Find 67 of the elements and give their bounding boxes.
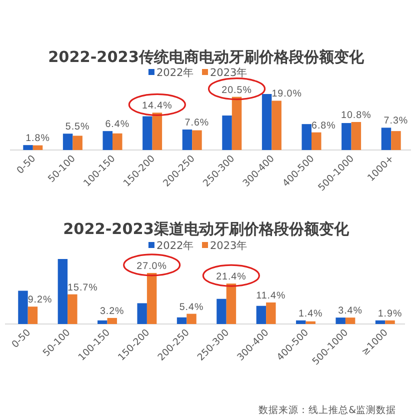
bar (112, 133, 122, 150)
bar (266, 302, 276, 324)
bar (216, 298, 226, 324)
data-label: 11.4% (256, 290, 286, 302)
bar (23, 145, 33, 150)
data-label: 1.9% (378, 308, 402, 320)
data-label: 10.8% (341, 110, 372, 121)
bar (342, 123, 352, 150)
bar (98, 320, 108, 324)
bar (192, 130, 202, 150)
legend-label: 2023年 (210, 240, 248, 252)
bar (351, 122, 362, 150)
data-label: 21.4% (216, 272, 246, 283)
bar (28, 306, 38, 324)
data-label: 3.4% (338, 306, 362, 317)
source-note: 数据来源：线上推总&监测数据 (258, 404, 396, 416)
bar (385, 320, 395, 324)
legend-label: 2022年 (156, 67, 194, 79)
bar (375, 320, 386, 324)
bar (72, 136, 82, 150)
data-label: 20.5% (222, 84, 252, 96)
bar (312, 132, 322, 150)
bar (226, 284, 236, 324)
bar (146, 272, 157, 324)
data-label: 5.5% (65, 122, 90, 133)
chart-title: 2022-2023渠道电动牙刷价格段份额变化 (63, 220, 350, 238)
data-label: 7.3% (384, 116, 408, 127)
bar (262, 94, 272, 150)
bar (32, 145, 43, 150)
bar (142, 116, 152, 150)
bar (306, 321, 316, 324)
bar (222, 116, 232, 150)
bar (68, 294, 78, 324)
bar (152, 112, 162, 150)
bar (102, 131, 112, 150)
bar (182, 130, 192, 150)
data-label: 9.2% (28, 294, 52, 306)
bar (391, 131, 401, 150)
bar (232, 96, 242, 150)
data-label: 1.4% (298, 308, 323, 320)
data-label: 6.8% (312, 120, 336, 132)
chart-title: 2022-2023传统电商电动牙刷价格段份额变化 (48, 48, 365, 66)
data-label: 27.0% (136, 260, 167, 272)
data-label: 1.8% (26, 133, 50, 144)
data-label: 5.4% (179, 302, 204, 313)
bar (381, 128, 392, 150)
bar (272, 100, 282, 150)
data-label: 6.4% (105, 119, 130, 130)
bar (256, 306, 266, 324)
data-label: 3.2% (100, 306, 124, 317)
bar (62, 134, 73, 150)
data-label: 7.6% (184, 118, 210, 129)
bar (107, 318, 117, 324)
legend-label: 2023年 (210, 67, 248, 79)
data-label: 14.4% (142, 100, 172, 112)
bar (137, 303, 147, 324)
bar (58, 259, 68, 324)
bar (345, 318, 356, 324)
bar (296, 320, 306, 324)
data-label: 19.0% (272, 88, 302, 100)
bar (176, 317, 187, 324)
legend-label: 2022年 (156, 240, 194, 252)
data-label: 15.7% (68, 282, 98, 294)
bar (336, 318, 346, 324)
bar (302, 124, 312, 150)
bar (18, 290, 28, 324)
bar (186, 314, 196, 324)
